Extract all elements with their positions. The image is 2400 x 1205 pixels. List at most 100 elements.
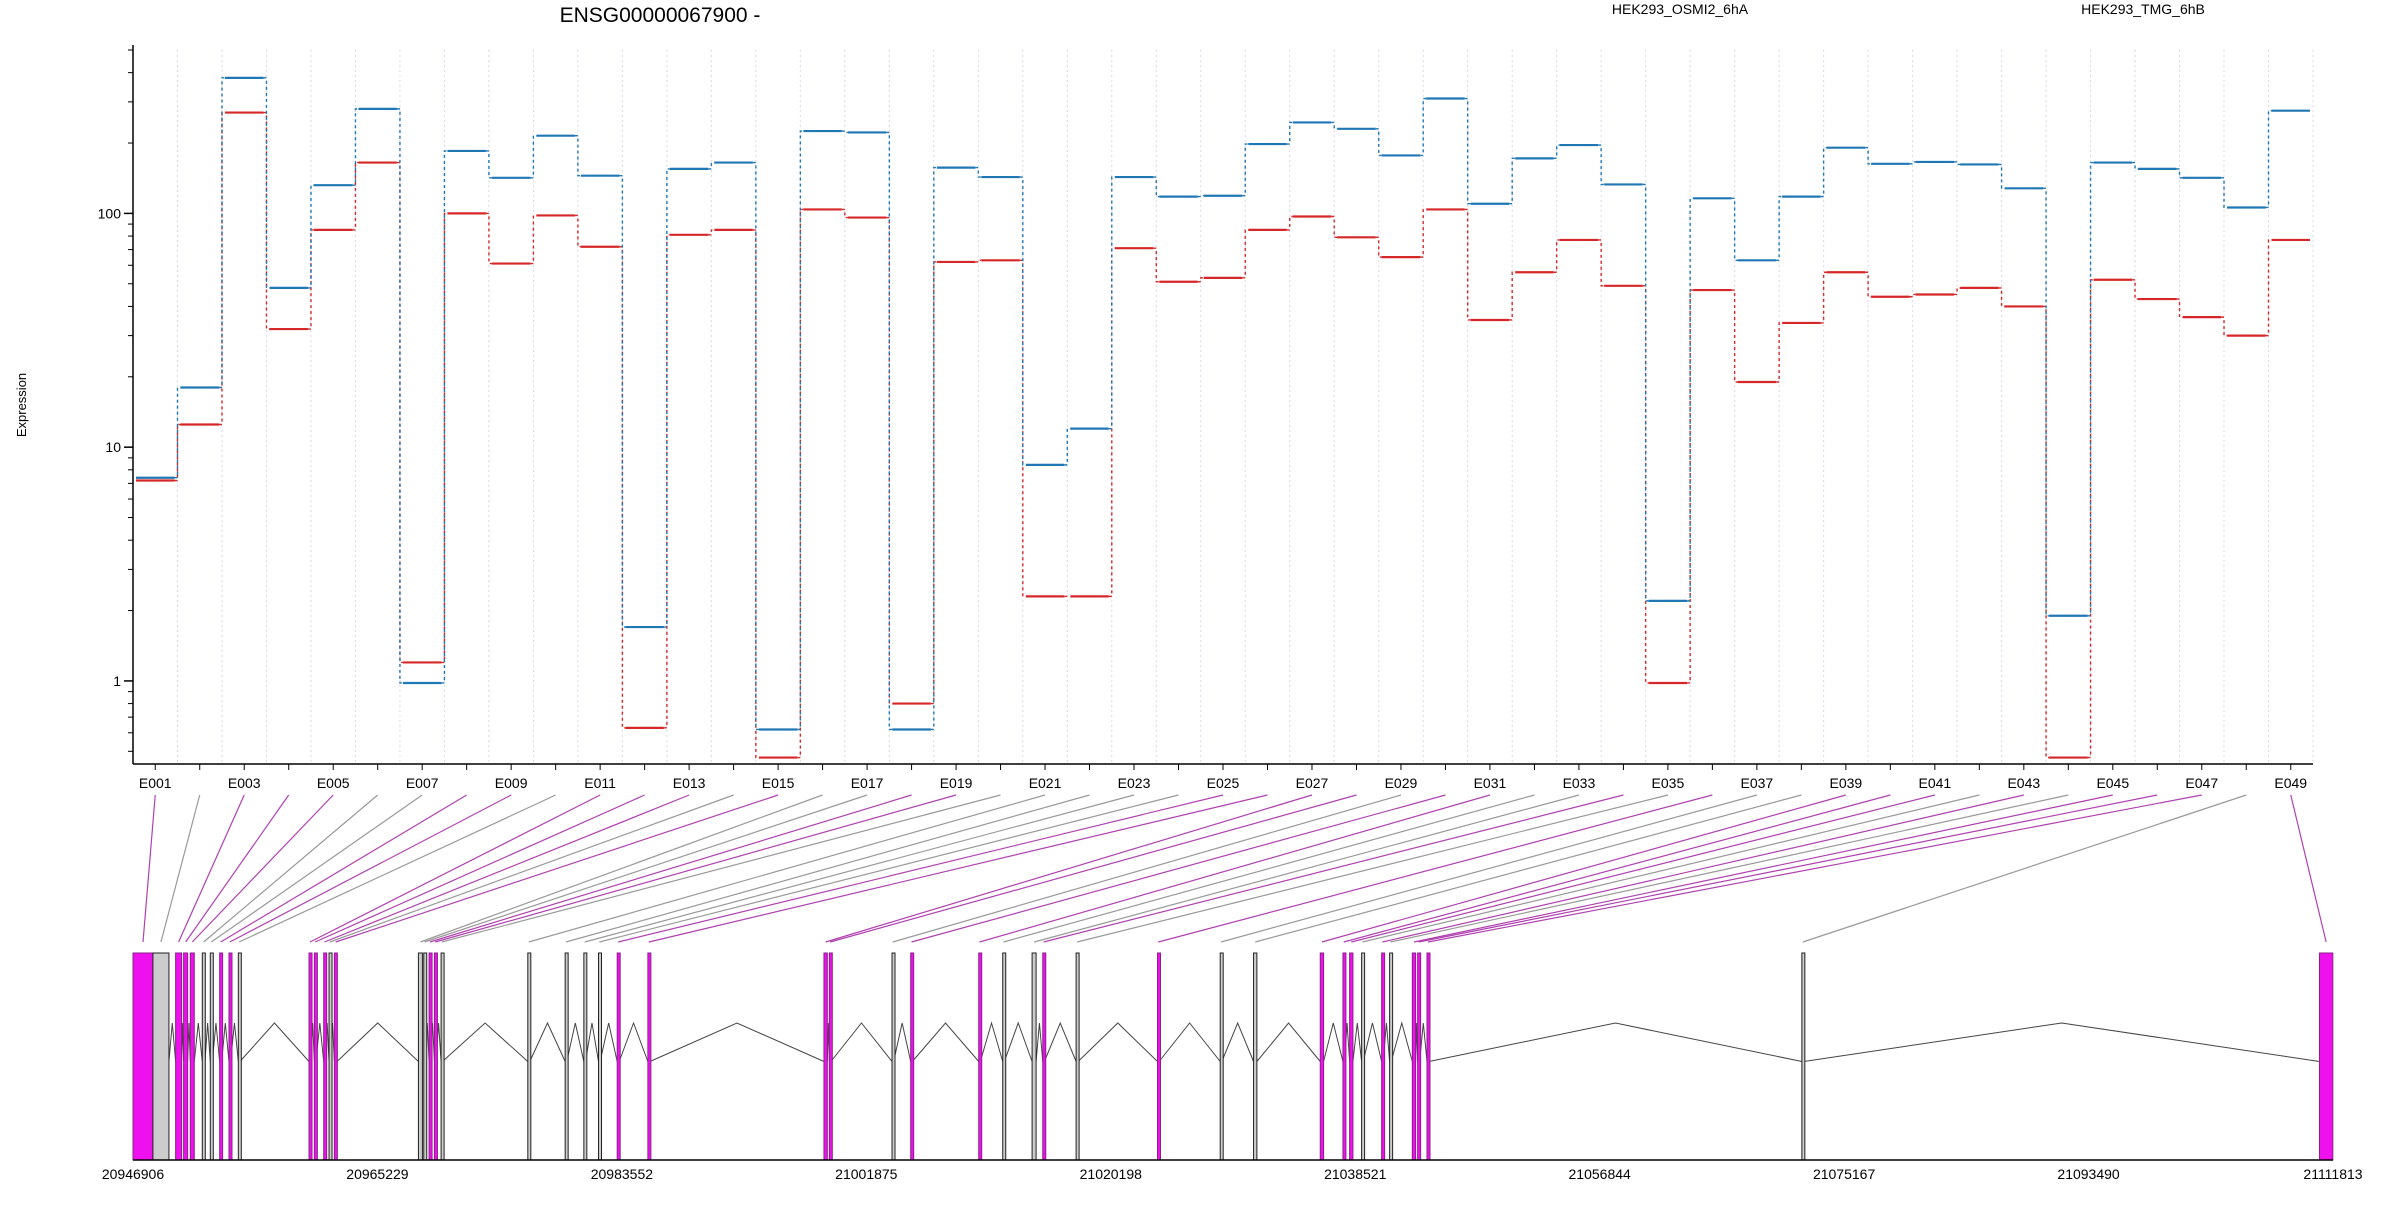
intron: [1803, 1022, 2320, 1062]
series-1-step-E034: [1642, 183, 1649, 602]
exon-box-E036: [1156, 952, 1161, 1161]
x-tick-label: E033: [1563, 775, 1596, 791]
series-1-step-E010: [574, 134, 581, 177]
series-1-step-E006: [396, 108, 403, 684]
x-tick-label: E037: [1741, 775, 1774, 791]
x-tick-label: E007: [406, 775, 439, 791]
exon-box-E042: [1361, 952, 1366, 1161]
genomic-tick-label: 21056844: [1569, 1166, 1632, 1182]
exon-box-E028: [828, 952, 833, 1161]
series-1-step-E017: [886, 131, 893, 731]
exon-box-E009: [228, 952, 233, 1161]
series-1-step-E027: [1331, 121, 1338, 130]
exon-box-E031: [978, 952, 983, 1161]
intron: [204, 1022, 211, 1062]
legend-entry-tmg: HEK293_TMG_6hB: [2081, 1, 2205, 17]
series-1-step-E048: [2265, 109, 2272, 209]
series-1-step-E041: [1954, 161, 1961, 166]
exon-box-E039: [1319, 952, 1325, 1161]
genomic-tick-label: 21020198: [1080, 1166, 1143, 1182]
series-1-step-E032: [1553, 144, 1560, 160]
series-0-step-E037: [1776, 322, 1783, 383]
x-tick-label: E047: [2185, 775, 2218, 791]
series-1-step-E004: [307, 184, 314, 289]
series-0-step-E034: [1642, 285, 1649, 684]
link-line-E016: [420, 794, 823, 943]
series-1-step-E026: [1286, 121, 1293, 145]
link-line-E043: [1382, 794, 2024, 943]
link-line-E046: [1418, 794, 2158, 943]
x-tick-label: E017: [851, 775, 884, 791]
intron: [1043, 1021, 1077, 1062]
series-0-step-E047: [2221, 316, 2228, 337]
genomic-tick-label: 21001875: [835, 1166, 898, 1182]
link-line-E034: [1043, 794, 1624, 943]
gene-title: ENSG00000067900 -: [560, 4, 761, 27]
series-1-step-E016: [841, 130, 848, 134]
y-tick-label: 1: [113, 673, 121, 689]
series-1-step-E033: [1598, 144, 1605, 186]
exon-box-E004: [183, 952, 189, 1161]
link-line-E040: [1343, 794, 1891, 943]
series-0-step-E033: [1598, 239, 1605, 287]
series-1-step-E012: [663, 168, 670, 628]
exon-box-E012: [313, 952, 318, 1161]
series-0-step-E043: [2043, 305, 2050, 759]
series-0-step-E005: [352, 161, 359, 231]
series-0-step-E036: [1731, 289, 1738, 383]
x-tick-label: E019: [940, 775, 973, 791]
intron: [529, 1021, 566, 1062]
series-1-step-E030: [1464, 97, 1471, 205]
link-line-E022: [565, 794, 1090, 943]
series-1-step-E015: [797, 130, 804, 731]
series-0-step-E039: [1865, 271, 1872, 298]
x-tick-label: E013: [673, 775, 706, 791]
series-0-step-E028: [1375, 236, 1382, 258]
series-1-step-E045: [2132, 161, 2139, 170]
link-line-E005: [191, 794, 334, 943]
link-line-E028: [829, 794, 1357, 943]
series-0-step-E025: [1242, 229, 1249, 279]
x-tick-label: E005: [317, 775, 350, 791]
link-line-E008: [220, 794, 467, 943]
exon-box-E037: [1219, 952, 1224, 1161]
series-0-step-E048: [2265, 239, 2272, 337]
exon-box-E010: [237, 952, 242, 1161]
exon-box-E048: [1801, 952, 1806, 1161]
genomic-tick-label: 21111813: [2303, 1166, 2362, 1182]
exon-box-E033: [1031, 952, 1037, 1161]
series-0-step-E018: [930, 261, 937, 705]
intron: [1077, 1022, 1158, 1062]
genomic-tick-label: 21038521: [1324, 1166, 1387, 1182]
series-1-step-E039: [1865, 147, 1872, 165]
link-line-E010: [238, 794, 556, 943]
link-line-E039: [1321, 794, 1847, 943]
exon-box-E025: [616, 952, 621, 1161]
exon-box-E019: [433, 952, 438, 1161]
link-line-E019: [435, 794, 957, 943]
exon-box-E027: [823, 952, 828, 1161]
link-line-E044: [1390, 794, 2069, 943]
series-1-step-E043: [2043, 187, 2050, 617]
link-line-E001: [142, 794, 156, 943]
series-1-step-E029: [1420, 97, 1427, 157]
intron: [911, 1022, 980, 1062]
intron: [1362, 1022, 1383, 1062]
series-0-step-E045: [2132, 279, 2139, 300]
series-0-step-E016: [841, 208, 848, 219]
intron: [1352, 1022, 1363, 1062]
series-0-step-E007: [441, 212, 448, 664]
series-1-step-E042: [1998, 163, 2005, 190]
series-0-step-E014: [752, 229, 759, 759]
genomic-tick-label: 20983552: [591, 1166, 654, 1182]
link-line-E033: [1033, 794, 1580, 943]
link-line-E009: [229, 794, 512, 943]
link-line-E012: [314, 794, 645, 943]
series-1-step-E020: [1019, 176, 1026, 466]
x-tick-label: E009: [495, 775, 528, 791]
exon-box-E044: [1389, 952, 1394, 1161]
link-line-E027: [825, 794, 1313, 943]
series-lines-layer: [136, 76, 2310, 759]
exon-box-E038: [1253, 952, 1258, 1161]
